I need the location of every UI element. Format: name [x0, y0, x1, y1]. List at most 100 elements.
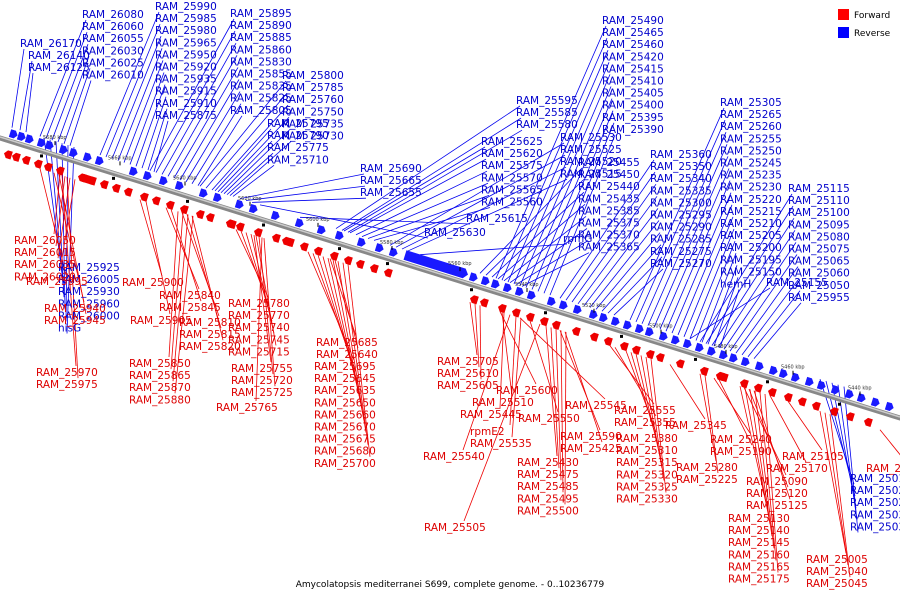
forward-gene-label[interactable]: RAM_25540	[423, 451, 485, 463]
forward-gene-label[interactable]: RAM_25510	[472, 397, 534, 409]
forward-gene-label[interactable]: RAM_25320	[616, 469, 678, 481]
reverse-gene-label[interactable]: RAM_25230	[720, 182, 782, 194]
forward-gene-arrow[interactable]	[619, 341, 629, 352]
reverse-gene-label[interactable]: RAM_25100	[788, 207, 850, 219]
forward-gene-label[interactable]: RAM_25975	[36, 379, 98, 391]
reverse-gene-arrow[interactable]	[610, 316, 621, 327]
forward-gene-label[interactable]: RAM_25870	[129, 382, 191, 394]
forward-gene-label[interactable]: RAM_25105	[782, 451, 844, 463]
forward-gene-arrow[interactable]	[767, 387, 777, 398]
forward-gene-label[interactable]: RAM_25315	[616, 457, 678, 469]
reverse-gene-label[interactable]: RAM_25785	[282, 82, 344, 94]
forward-gene-arrow[interactable]	[329, 251, 339, 261]
reverse-gene-label[interactable]: RAM_25285	[650, 234, 712, 246]
reverse-gene-label[interactable]: RAM_25615	[466, 213, 528, 225]
forward-gene-arrow[interactable]	[469, 294, 479, 305]
forward-gene-label[interactable]: RAM_25175	[728, 574, 790, 586]
reverse-gene-label[interactable]: RAM_25895	[230, 8, 292, 20]
forward-gene-label[interactable]: RAM_25145	[728, 537, 790, 549]
forward-gene-label[interactable]: RAM_25810	[179, 317, 241, 329]
reverse-gene-arrow[interactable]	[790, 372, 801, 383]
reverse-gene-label[interactable]: RAM_25030	[850, 509, 900, 521]
reverse-gene-arrow[interactable]	[526, 290, 537, 300]
forward-gene-label[interactable]: RAM_25715	[228, 346, 290, 358]
forward-gene-arrow[interactable]	[151, 195, 161, 206]
reverse-gene-arrow[interactable]	[682, 338, 693, 349]
reverse-gene-label[interactable]: RAM_25575	[481, 160, 543, 172]
forward-gene-arrow[interactable]	[589, 332, 599, 342]
reverse-gene-arrow[interactable]	[546, 296, 557, 307]
forward-gene-arrow[interactable]	[511, 307, 521, 318]
reverse-gene-label[interactable]: RAM_26025	[82, 57, 144, 69]
forward-gene-label[interactable]: RAM_25170	[766, 463, 828, 475]
forward-gene-arrow-large[interactable]	[225, 218, 237, 230]
forward-gene-label[interactable]: RAM_25725	[231, 387, 293, 399]
reverse-gene-label[interactable]: RAM_25065	[788, 256, 850, 268]
forward-gene-label[interactable]: RAM_25605	[437, 380, 499, 392]
reverse-gene-label[interactable]: RAM_25560	[481, 197, 543, 209]
forward-gene-label[interactable]: RAM_25240	[710, 434, 772, 446]
forward-gene-label[interactable]: RAM_25695	[314, 361, 376, 373]
reverse-gene-label[interactable]: rpmG	[563, 233, 592, 245]
forward-gene-arrow[interactable]	[551, 320, 561, 330]
reverse-gene-arrow[interactable]	[316, 225, 327, 235]
reverse-gene-label[interactable]: RAM_25985	[155, 13, 217, 25]
reverse-gene-label[interactable]: RAM_25195	[720, 254, 782, 266]
forward-gene-label[interactable]: RAM_26015	[14, 247, 76, 259]
forward-gene-arrow[interactable]	[863, 417, 873, 427]
reverse-gene-arrow[interactable]	[572, 304, 583, 315]
reverse-gene-label[interactable]: hisG	[58, 323, 81, 335]
reverse-gene-arrow[interactable]	[830, 385, 841, 395]
forward-gene-arrow[interactable]	[313, 246, 323, 256]
forward-gene-label[interactable]: RAM_25190	[710, 446, 772, 458]
forward-gene-arrow[interactable]	[497, 303, 507, 314]
forward-gene-arrow[interactable]	[55, 166, 65, 176]
reverse-gene-label[interactable]: RAM_25150	[720, 266, 782, 278]
forward-gene-label[interactable]: RAM_25180	[866, 463, 900, 475]
reverse-gene-arrow[interactable]	[468, 272, 479, 282]
reverse-gene-arrow[interactable]	[388, 247, 399, 258]
reverse-gene-arrow[interactable]	[778, 368, 789, 379]
forward-gene-arrow[interactable]	[195, 209, 205, 220]
reverse-gene-label[interactable]: RAM_25255	[720, 133, 782, 145]
reverse-gene-label[interactable]: RAM_25855	[230, 69, 292, 81]
reverse-gene-label[interactable]: RAM_25925	[58, 262, 120, 274]
reverse-gene-label[interactable]: RAM_25245	[720, 158, 782, 170]
reverse-gene-label[interactable]: RAM_25580	[516, 119, 578, 131]
reverse-gene-label[interactable]: RAM_26005	[58, 274, 120, 286]
forward-gene-arrow[interactable]	[299, 242, 309, 252]
reverse-gene-label[interactable]: RAM_26000	[58, 310, 120, 322]
forward-gene-label[interactable]: RAM_25840	[159, 290, 221, 302]
reverse-gene-label[interactable]: RAM_25805	[230, 105, 292, 117]
reverse-gene-label[interactable]: RAM_25060	[788, 268, 850, 280]
reverse-gene-label[interactable]: RAM_25080	[788, 231, 850, 243]
forward-gene-arrow[interactable]	[111, 183, 121, 194]
reverse-gene-label[interactable]: RAM_25620	[481, 148, 543, 160]
reverse-gene-label[interactable]: RAM_25835	[230, 81, 292, 93]
reverse-gene-label[interactable]: hemH	[720, 279, 751, 291]
reverse-gene-arrow[interactable]	[94, 156, 105, 166]
forward-gene-label[interactable]: RAM_25670	[314, 422, 376, 434]
reverse-gene-label[interactable]: RAM_25530	[560, 132, 622, 144]
reverse-gene-label[interactable]: RAM_25350	[650, 161, 712, 173]
forward-gene-label[interactable]: RAM_26035	[14, 259, 76, 271]
reverse-gene-label[interactable]: RAM_25395	[602, 112, 664, 124]
reverse-gene-label[interactable]: RAM_25830	[230, 56, 292, 68]
reverse-gene-arrow[interactable]	[588, 309, 599, 320]
forward-gene-label[interactable]: RAM_25590	[560, 431, 622, 443]
reverse-gene-label[interactable]: RAM_25655	[360, 187, 422, 199]
forward-gene-label[interactable]: RAM_25645	[314, 373, 376, 385]
reverse-gene-label[interactable]: RAM_25790	[267, 130, 329, 142]
forward-gene-arrow-large[interactable]	[715, 371, 729, 383]
reverse-gene-label[interactable]: RAM_25405	[602, 88, 664, 100]
forward-gene-label[interactable]: RAM_25485	[517, 481, 579, 493]
reverse-gene-arrow[interactable]	[558, 300, 569, 310]
forward-gene-label[interactable]: RAM_25900	[122, 277, 184, 289]
reverse-gene-arrow[interactable]	[740, 357, 751, 367]
reverse-gene-arrow[interactable]	[36, 138, 47, 148]
reverse-gene-arrow[interactable]	[128, 166, 139, 177]
reverse-gene-label[interactable]: RAM_26030	[82, 45, 144, 57]
reverse-gene-label[interactable]: RAM_25950	[155, 49, 217, 61]
reverse-gene-label[interactable]: RAM_25260	[720, 121, 782, 133]
reverse-gene-label[interactable]: RAM_25215	[720, 206, 782, 218]
